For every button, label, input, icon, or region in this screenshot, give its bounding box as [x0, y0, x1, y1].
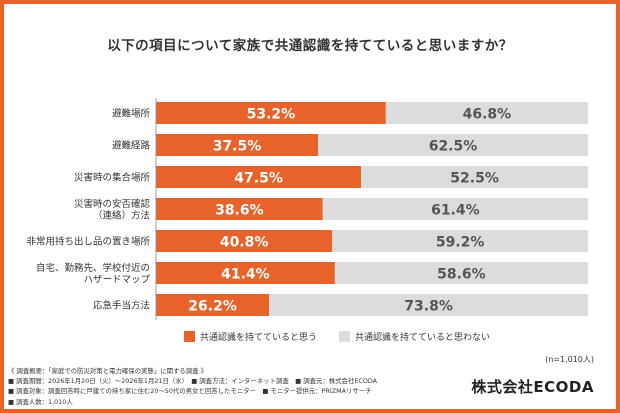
legend: 共通認識を持てていると思う 共通認識を持てていると思わない [184, 330, 512, 343]
bar-disagree [385, 102, 588, 124]
value-label-agree: 41.4% [221, 267, 270, 283]
category-label: 避難経路 [112, 140, 151, 152]
bar-disagree [318, 134, 588, 156]
value-label-disagree: 62.5% [429, 139, 478, 155]
category-label: 非常用持ち出し品の置き場所 [26, 236, 150, 248]
survey-note: ■ 調査人数：1,010人 [8, 397, 73, 406]
value-label-disagree: 59.2% [436, 235, 485, 251]
value-label-agree: 26.2% [188, 299, 237, 315]
bar-agree [156, 198, 323, 220]
value-label-disagree: 58.6% [437, 267, 486, 283]
value-label-agree: 37.5% [213, 139, 262, 155]
category-label: 避難場所 [112, 108, 151, 120]
chart-title: 以下の項目について家族で共通認識を持てていると思いますか？ [107, 38, 513, 54]
bar-agree [156, 166, 362, 188]
brand-logo-text: 株式会社ECODA [471, 378, 594, 396]
category-label: 自宅、勤務先、学校付近のハザードマップ [36, 262, 151, 286]
sample-size: (n=1,010人) [545, 355, 594, 364]
value-label-disagree: 73.8% [404, 299, 453, 315]
category-label: 災害時の安否確認（連絡）方法 [74, 198, 151, 222]
survey-notes: 《 調査概要：「家庭での防災対策と電力確保の実態」に関する調査 》 ■ 調査期間… [8, 366, 377, 407]
legend-label-disagree: 共通認識を持てていると思わない [355, 333, 491, 343]
bar-disagree [322, 198, 588, 220]
value-label-disagree: 61.4% [431, 203, 480, 219]
value-label-agree: 53.2% [247, 107, 296, 123]
survey-note: ■ 調査期間：2026年1月20日（火）～2026年1月21日（水） ■ 調査方… [8, 377, 378, 386]
value-label-agree: 38.6% [215, 203, 264, 219]
value-label-agree: 40.8% [220, 235, 269, 251]
bar-agree [156, 134, 318, 156]
bar-agree [156, 102, 386, 124]
bar-agree [156, 230, 333, 252]
bar-agree [156, 262, 335, 284]
bar-disagree [334, 262, 588, 284]
legend-item-disagree: 共通認識を持てていると思わない [339, 330, 490, 343]
value-label-disagree: 46.8% [463, 107, 512, 123]
chart-card: 以下の項目について家族で共通認識を持てていると思いますか？ 避難場所 53.2% 4… [4, 4, 616, 409]
bar-disagree [361, 166, 588, 188]
value-label-agree: 47.5% [234, 171, 283, 187]
bar-disagree [332, 230, 588, 252]
legend-item-agree: 共通認識を持てていると思う [184, 330, 317, 343]
value-label-disagree: 52.5% [450, 171, 499, 187]
bar-disagree [269, 294, 588, 316]
stacked-bar-chart: 避難場所 53.2% 46.8% 避難経路 37.5% 62.5% 災害時の集合場所 47.5… [26, 98, 588, 320]
legend-swatch-disagree [339, 331, 351, 342]
survey-note: ■ 調査対象：調査回答時に戸建ての持ち家に住む20～50代の男女と回答したモニタ… [8, 387, 372, 396]
category-label: 応急手当方法 [93, 300, 150, 312]
category-label: 災害時の集合場所 [74, 172, 151, 184]
bar-agree [156, 294, 270, 316]
legend-label-agree: 共通認識を持てていると思う [200, 333, 318, 343]
legend-swatch-agree [184, 331, 195, 342]
survey-note: 《 調査概要：「家庭での防災対策と電力確保の実態」に関する調査 》 [8, 367, 207, 375]
